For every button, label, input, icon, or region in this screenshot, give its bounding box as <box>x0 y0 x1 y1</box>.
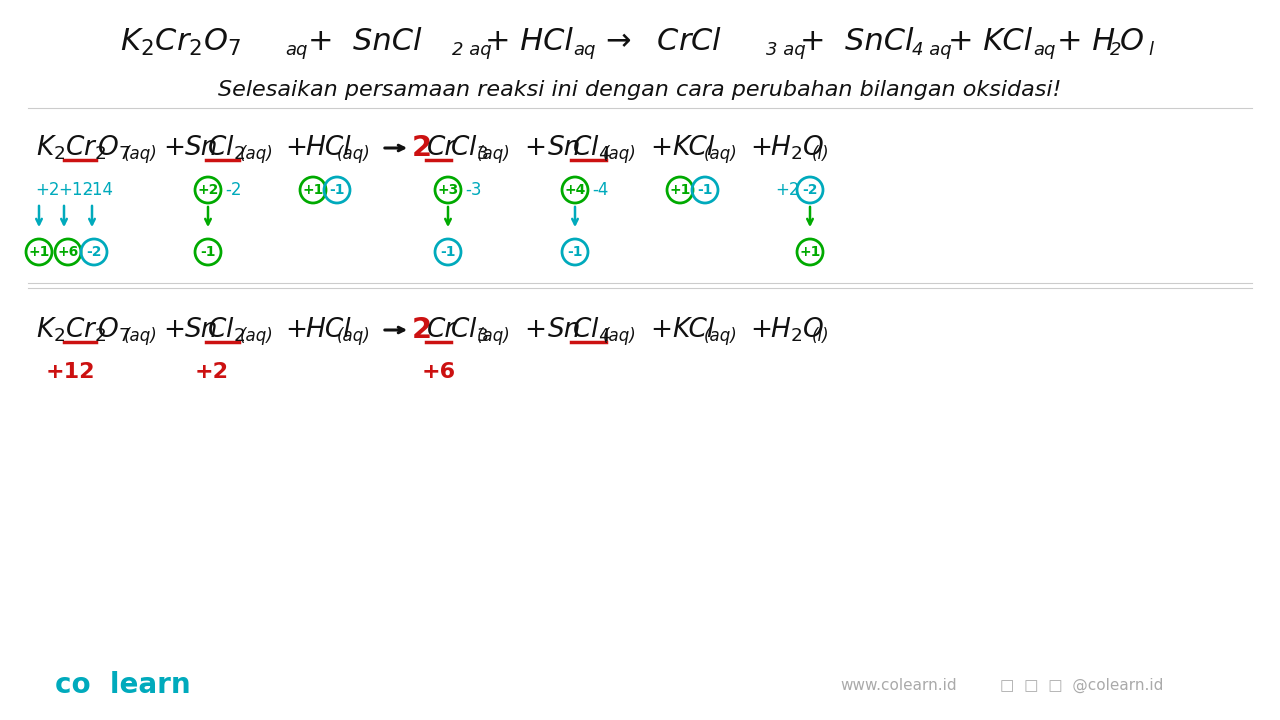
Text: -2: -2 <box>803 183 818 197</box>
Text: (aq): (aq) <box>337 327 371 345</box>
Text: Sn: Sn <box>548 317 581 343</box>
Text: (aq): (aq) <box>241 327 274 345</box>
Text: +: + <box>285 317 307 343</box>
Text: +: + <box>285 135 307 161</box>
Text: +12: +12 <box>58 181 93 199</box>
Text: -1: -1 <box>567 245 582 259</box>
Text: aq: aq <box>573 41 595 59</box>
Text: 2: 2 <box>1110 41 1121 59</box>
Text: +: + <box>524 317 547 343</box>
Text: -4: -4 <box>591 181 608 199</box>
Text: + HCl: + HCl <box>485 27 573 56</box>
Text: +: + <box>750 135 772 161</box>
Text: + KCl: + KCl <box>948 27 1032 56</box>
Text: (aq): (aq) <box>124 327 157 345</box>
Text: aq: aq <box>1033 41 1056 59</box>
Text: (l): (l) <box>812 327 829 345</box>
Text: H$_2$O: H$_2$O <box>771 134 824 162</box>
Text: -2: -2 <box>225 181 242 199</box>
Text: +2: +2 <box>195 362 229 382</box>
Text: +: + <box>650 135 672 161</box>
Text: (aq): (aq) <box>337 145 371 163</box>
Text: www.colearn.id: www.colearn.id <box>840 678 956 693</box>
Text: (aq): (aq) <box>603 327 636 345</box>
Text: +2: +2 <box>35 181 59 199</box>
Text: +12: +12 <box>46 362 96 382</box>
Text: Cr$_2$: Cr$_2$ <box>65 134 106 162</box>
Text: +3: +3 <box>438 183 458 197</box>
Text: Cl$_4$: Cl$_4$ <box>572 134 611 162</box>
Text: +6: +6 <box>58 245 78 259</box>
Text: O: O <box>1120 27 1144 56</box>
Text: O$_7$: O$_7$ <box>97 316 131 344</box>
Text: +1: +1 <box>799 245 820 259</box>
Text: +  SnCl: + SnCl <box>308 27 421 56</box>
Text: Cl$_2$: Cl$_2$ <box>207 316 244 344</box>
Text: 2 aq: 2 aq <box>452 41 492 59</box>
Text: K$_2$: K$_2$ <box>36 134 65 162</box>
Text: +1: +1 <box>28 245 50 259</box>
Text: (aq): (aq) <box>477 327 511 345</box>
Text: Cl$_3$: Cl$_3$ <box>451 316 488 344</box>
Text: (aq): (aq) <box>477 145 511 163</box>
Text: l: l <box>1148 41 1153 59</box>
Text: Sn: Sn <box>186 317 219 343</box>
Text: Cl$_4$: Cl$_4$ <box>572 316 611 344</box>
Text: Sn: Sn <box>548 135 581 161</box>
Text: (aq): (aq) <box>124 145 157 163</box>
Text: +: + <box>524 135 547 161</box>
Text: +2: +2 <box>197 183 219 197</box>
Text: HCl: HCl <box>305 317 351 343</box>
Text: +4: +4 <box>564 183 586 197</box>
Text: K$_2$: K$_2$ <box>36 316 65 344</box>
Text: -2: -2 <box>86 245 101 259</box>
Text: +: + <box>163 135 186 161</box>
Text: Cr: Cr <box>428 317 456 343</box>
Text: -1: -1 <box>329 183 344 197</box>
Text: 3 aq: 3 aq <box>765 41 805 59</box>
Text: +: + <box>163 317 186 343</box>
Text: -1: -1 <box>698 183 713 197</box>
Text: +: + <box>750 317 772 343</box>
Text: HCl: HCl <box>305 135 351 161</box>
Text: -14: -14 <box>86 181 113 199</box>
Text: aq: aq <box>285 41 307 59</box>
Text: Cl$_2$: Cl$_2$ <box>207 134 244 162</box>
Text: +1: +1 <box>302 183 324 197</box>
Text: + H: + H <box>1057 27 1115 56</box>
Text: 4 aq: 4 aq <box>911 41 951 59</box>
Text: O$_7$: O$_7$ <box>97 134 131 162</box>
Text: (aq): (aq) <box>603 145 636 163</box>
Text: +  SnCl: + SnCl <box>800 27 914 56</box>
Text: +6: +6 <box>422 362 456 382</box>
Text: (l): (l) <box>812 145 829 163</box>
Text: -1: -1 <box>440 245 456 259</box>
Text: □  □  □  @colearn.id: □ □ □ @colearn.id <box>1000 678 1164 693</box>
Text: +: + <box>650 317 672 343</box>
Text: Selesaikan persamaan reaksi ini dengan cara perubahan bilangan oksidasi!: Selesaikan persamaan reaksi ini dengan c… <box>219 80 1061 100</box>
Text: -1: -1 <box>200 245 216 259</box>
Text: KCl: KCl <box>672 135 714 161</box>
Text: Cl$_3$: Cl$_3$ <box>451 134 488 162</box>
Text: co  learn: co learn <box>55 671 191 699</box>
Text: (aq): (aq) <box>704 145 737 163</box>
Text: K$_2$Cr$_2$O$_7$: K$_2$Cr$_2$O$_7$ <box>120 27 242 58</box>
Text: (aq): (aq) <box>241 145 274 163</box>
Text: (aq): (aq) <box>704 327 737 345</box>
Text: $\rightarrow$  CrCl: $\rightarrow$ CrCl <box>600 27 722 56</box>
Text: -3: -3 <box>465 181 481 199</box>
Text: +1: +1 <box>669 183 691 197</box>
Text: Sn: Sn <box>186 135 219 161</box>
Text: Cr: Cr <box>428 135 456 161</box>
Text: Cr$_2$: Cr$_2$ <box>65 316 106 344</box>
Text: 2: 2 <box>412 316 433 344</box>
Text: H$_2$O: H$_2$O <box>771 316 824 344</box>
Text: KCl: KCl <box>672 317 714 343</box>
Text: 2: 2 <box>412 134 433 162</box>
Text: +2: +2 <box>774 181 800 199</box>
